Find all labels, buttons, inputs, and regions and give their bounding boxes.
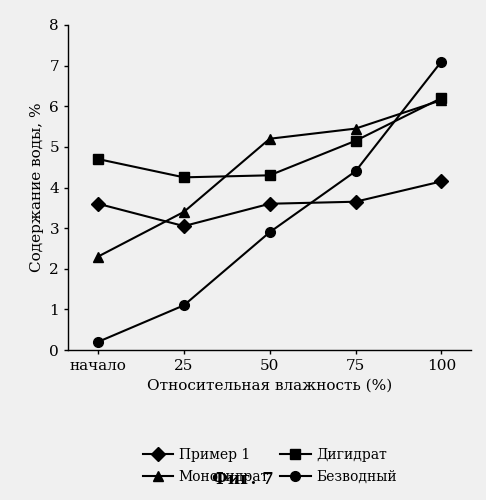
Дигидрат	[95, 156, 101, 162]
Безводный	[267, 229, 273, 235]
Line: Пример 1: Пример 1	[93, 176, 446, 231]
X-axis label: Относительная влажность (%): Относительная влажность (%)	[147, 378, 392, 392]
Безводный	[181, 302, 187, 308]
Безводный	[95, 339, 101, 345]
Моногидрат	[267, 136, 273, 142]
Пример 1	[438, 178, 444, 184]
Дигидрат	[353, 138, 359, 144]
Безводный	[353, 168, 359, 174]
Text: Фиг. 7: Фиг. 7	[212, 470, 274, 488]
Пример 1	[181, 223, 187, 229]
Legend: Пример 1, Моногидрат, Дигидрат, Безводный: Пример 1, Моногидрат, Дигидрат, Безводны…	[142, 448, 397, 484]
Моногидрат	[95, 254, 101, 260]
Line: Моногидрат: Моногидрат	[93, 96, 446, 262]
Дигидрат	[438, 95, 444, 101]
Моногидрат	[181, 209, 187, 215]
Моногидрат	[353, 126, 359, 132]
Line: Дигидрат: Дигидрат	[93, 94, 446, 182]
Y-axis label: Содержание воды, %: Содержание воды, %	[30, 102, 44, 272]
Line: Безводный: Безводный	[93, 56, 446, 346]
Пример 1	[267, 200, 273, 207]
Моногидрат	[438, 97, 444, 103]
Безводный	[438, 58, 444, 64]
Дигидрат	[267, 172, 273, 178]
Пример 1	[95, 200, 101, 207]
Дигидрат	[181, 174, 187, 180]
Пример 1	[353, 198, 359, 204]
